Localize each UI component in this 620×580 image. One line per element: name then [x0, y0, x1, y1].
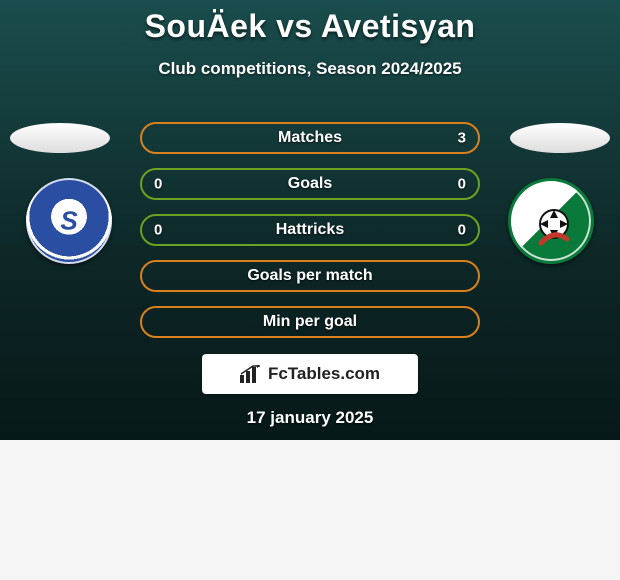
stat-value-right: 3	[458, 130, 466, 147]
comparison-panel: SouÄek vs Avetisyan Club competitions, S…	[0, 0, 620, 440]
brand-text: FcTables.com	[268, 364, 380, 384]
stat-label: Hattricks	[276, 221, 344, 239]
player-left-silhouette	[10, 123, 110, 153]
stats-rows: Matches 3 0 Goals 0 0 Hattricks 0 Goals per matc…	[140, 122, 480, 352]
club-badge-left: S	[26, 178, 112, 264]
stat-label: Goals per match	[247, 267, 372, 285]
brand-bar: FcTables.com	[202, 354, 418, 394]
club-badge-right-graphic	[511, 181, 597, 267]
stat-value-right: 0	[458, 176, 466, 193]
player-right-silhouette	[510, 123, 610, 153]
stat-row: Min per goal	[140, 306, 480, 338]
stat-label: Min per goal	[263, 313, 357, 331]
date-label: 17 january 2025	[0, 408, 620, 428]
stat-label: Matches	[278, 129, 342, 147]
stat-value-right: 0	[458, 222, 466, 239]
club-badge-right	[508, 178, 594, 264]
stat-value-left: 0	[154, 222, 162, 239]
stat-row: 0 Goals 0	[140, 168, 480, 200]
subtitle: Club competitions, Season 2024/2025	[0, 59, 620, 79]
stat-label: Goals	[288, 175, 332, 193]
club-badge-left-letter: S	[60, 206, 77, 237]
page-title: SouÄek vs Avetisyan	[0, 0, 620, 45]
stat-value-left: 0	[154, 176, 162, 193]
stat-row: Goals per match	[140, 260, 480, 292]
brand-chart-icon	[240, 365, 262, 383]
stat-row: Matches 3	[140, 122, 480, 154]
stat-row: 0 Hattricks 0	[140, 214, 480, 246]
